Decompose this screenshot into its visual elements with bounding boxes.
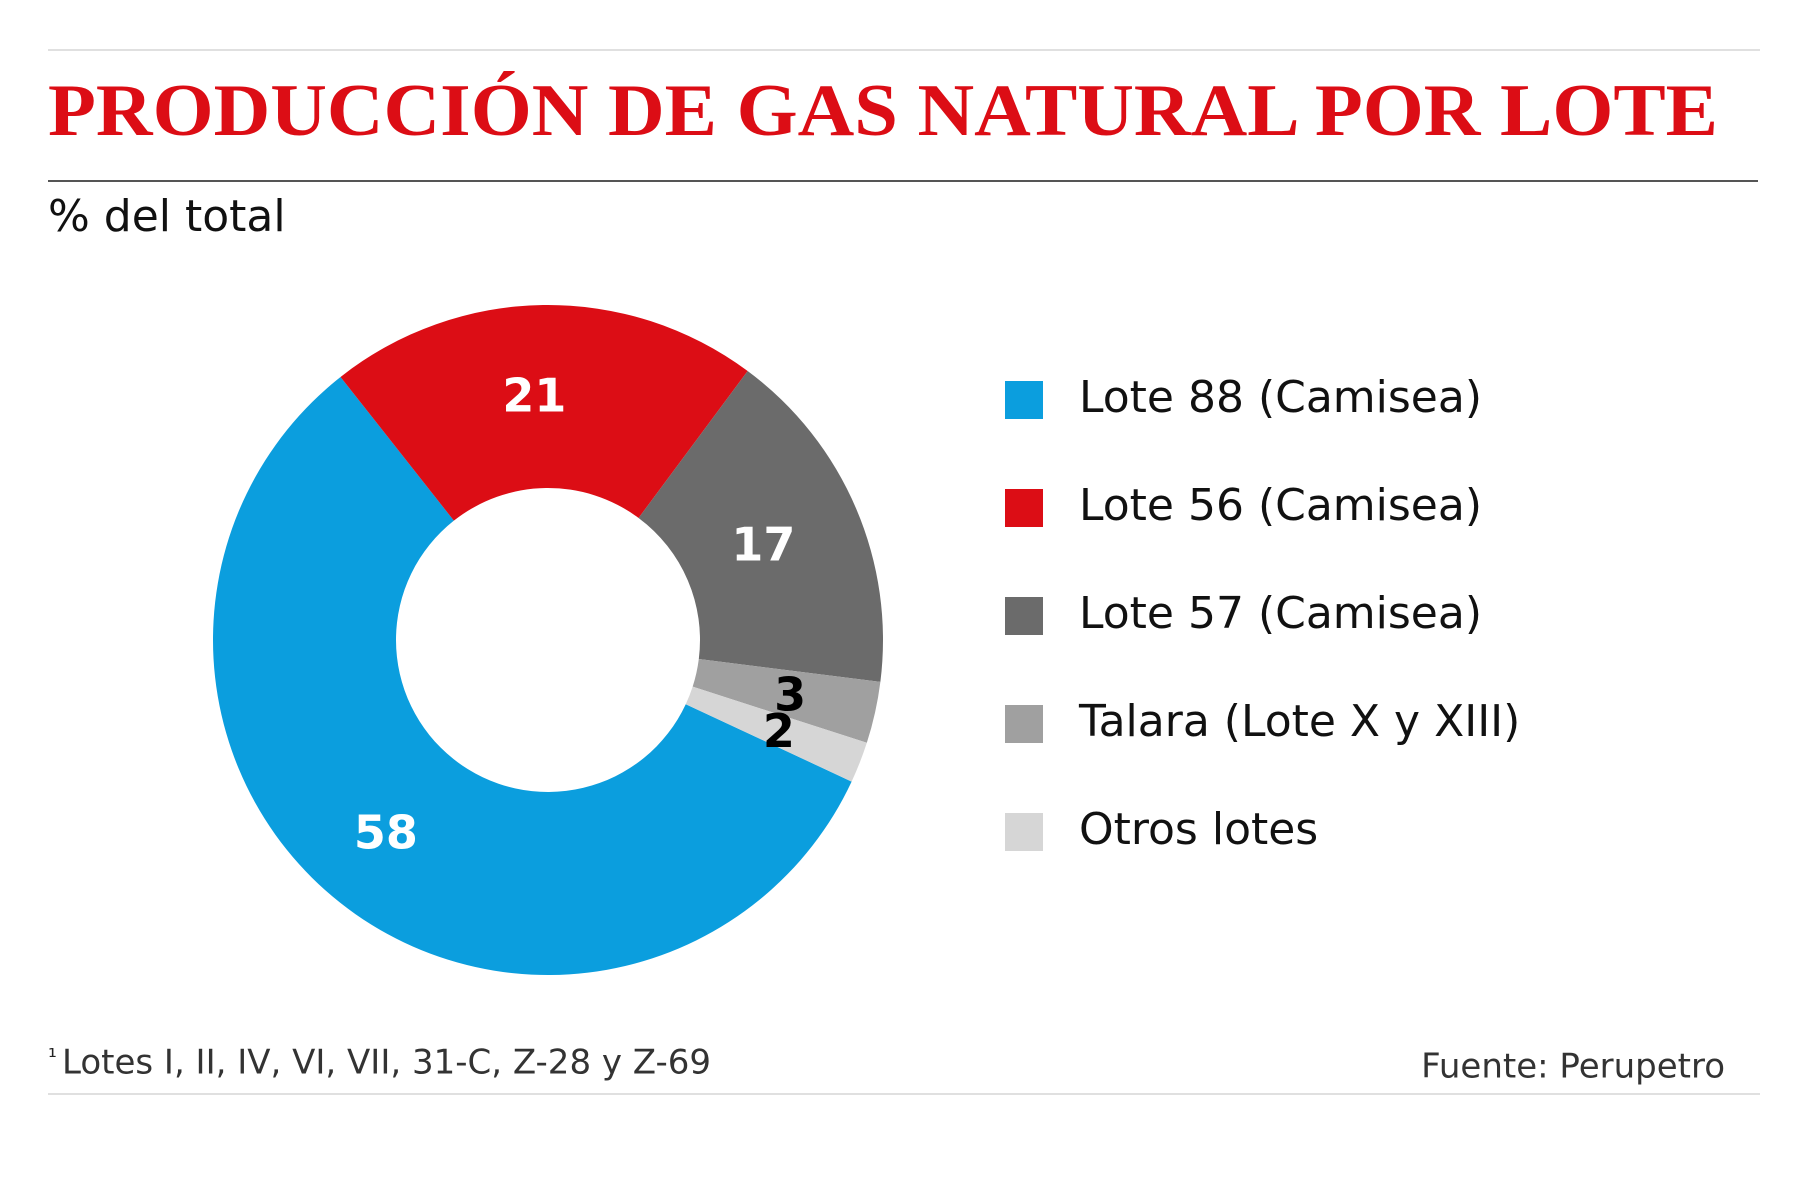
- data-label: 17: [731, 517, 795, 571]
- legend-label: Lote 56 (Camisea): [1079, 480, 1482, 531]
- legend-swatch: [1005, 813, 1043, 851]
- chart-subtitle: % del total: [48, 191, 286, 242]
- pie-slice: [638, 371, 883, 682]
- legend-swatch: [1005, 381, 1043, 419]
- pie-slice: [692, 658, 881, 743]
- data-label: 58: [354, 806, 418, 860]
- data-label: 2: [763, 704, 795, 758]
- legend-label: Lote 88 (Camisea): [1079, 372, 1482, 423]
- pie-slice: [340, 305, 748, 521]
- footnote-marker: ¹: [48, 1045, 57, 1070]
- legend-label: Otros lotes: [1079, 804, 1318, 855]
- data-label: 3: [774, 667, 806, 721]
- footnote: Lotes I, II, IV, VI, VII, 31-C, Z-28 y Z…: [62, 1043, 711, 1083]
- legend-label: Lote 57 (Camisea): [1079, 588, 1482, 639]
- legend-label: Talara (Lote X y XIII): [1078, 696, 1520, 747]
- legend-swatch: [1005, 489, 1043, 527]
- data-label: 21: [502, 369, 566, 423]
- source: Fuente: Perupetro: [1421, 1047, 1725, 1087]
- pie-slice: [685, 686, 867, 782]
- legend-swatch: [1005, 597, 1043, 635]
- chart-title: PRODUCCIÓN DE GAS NATURAL POR LOTE: [48, 70, 1718, 152]
- pie-slice: [212, 376, 852, 976]
- legend-swatch: [1005, 705, 1043, 743]
